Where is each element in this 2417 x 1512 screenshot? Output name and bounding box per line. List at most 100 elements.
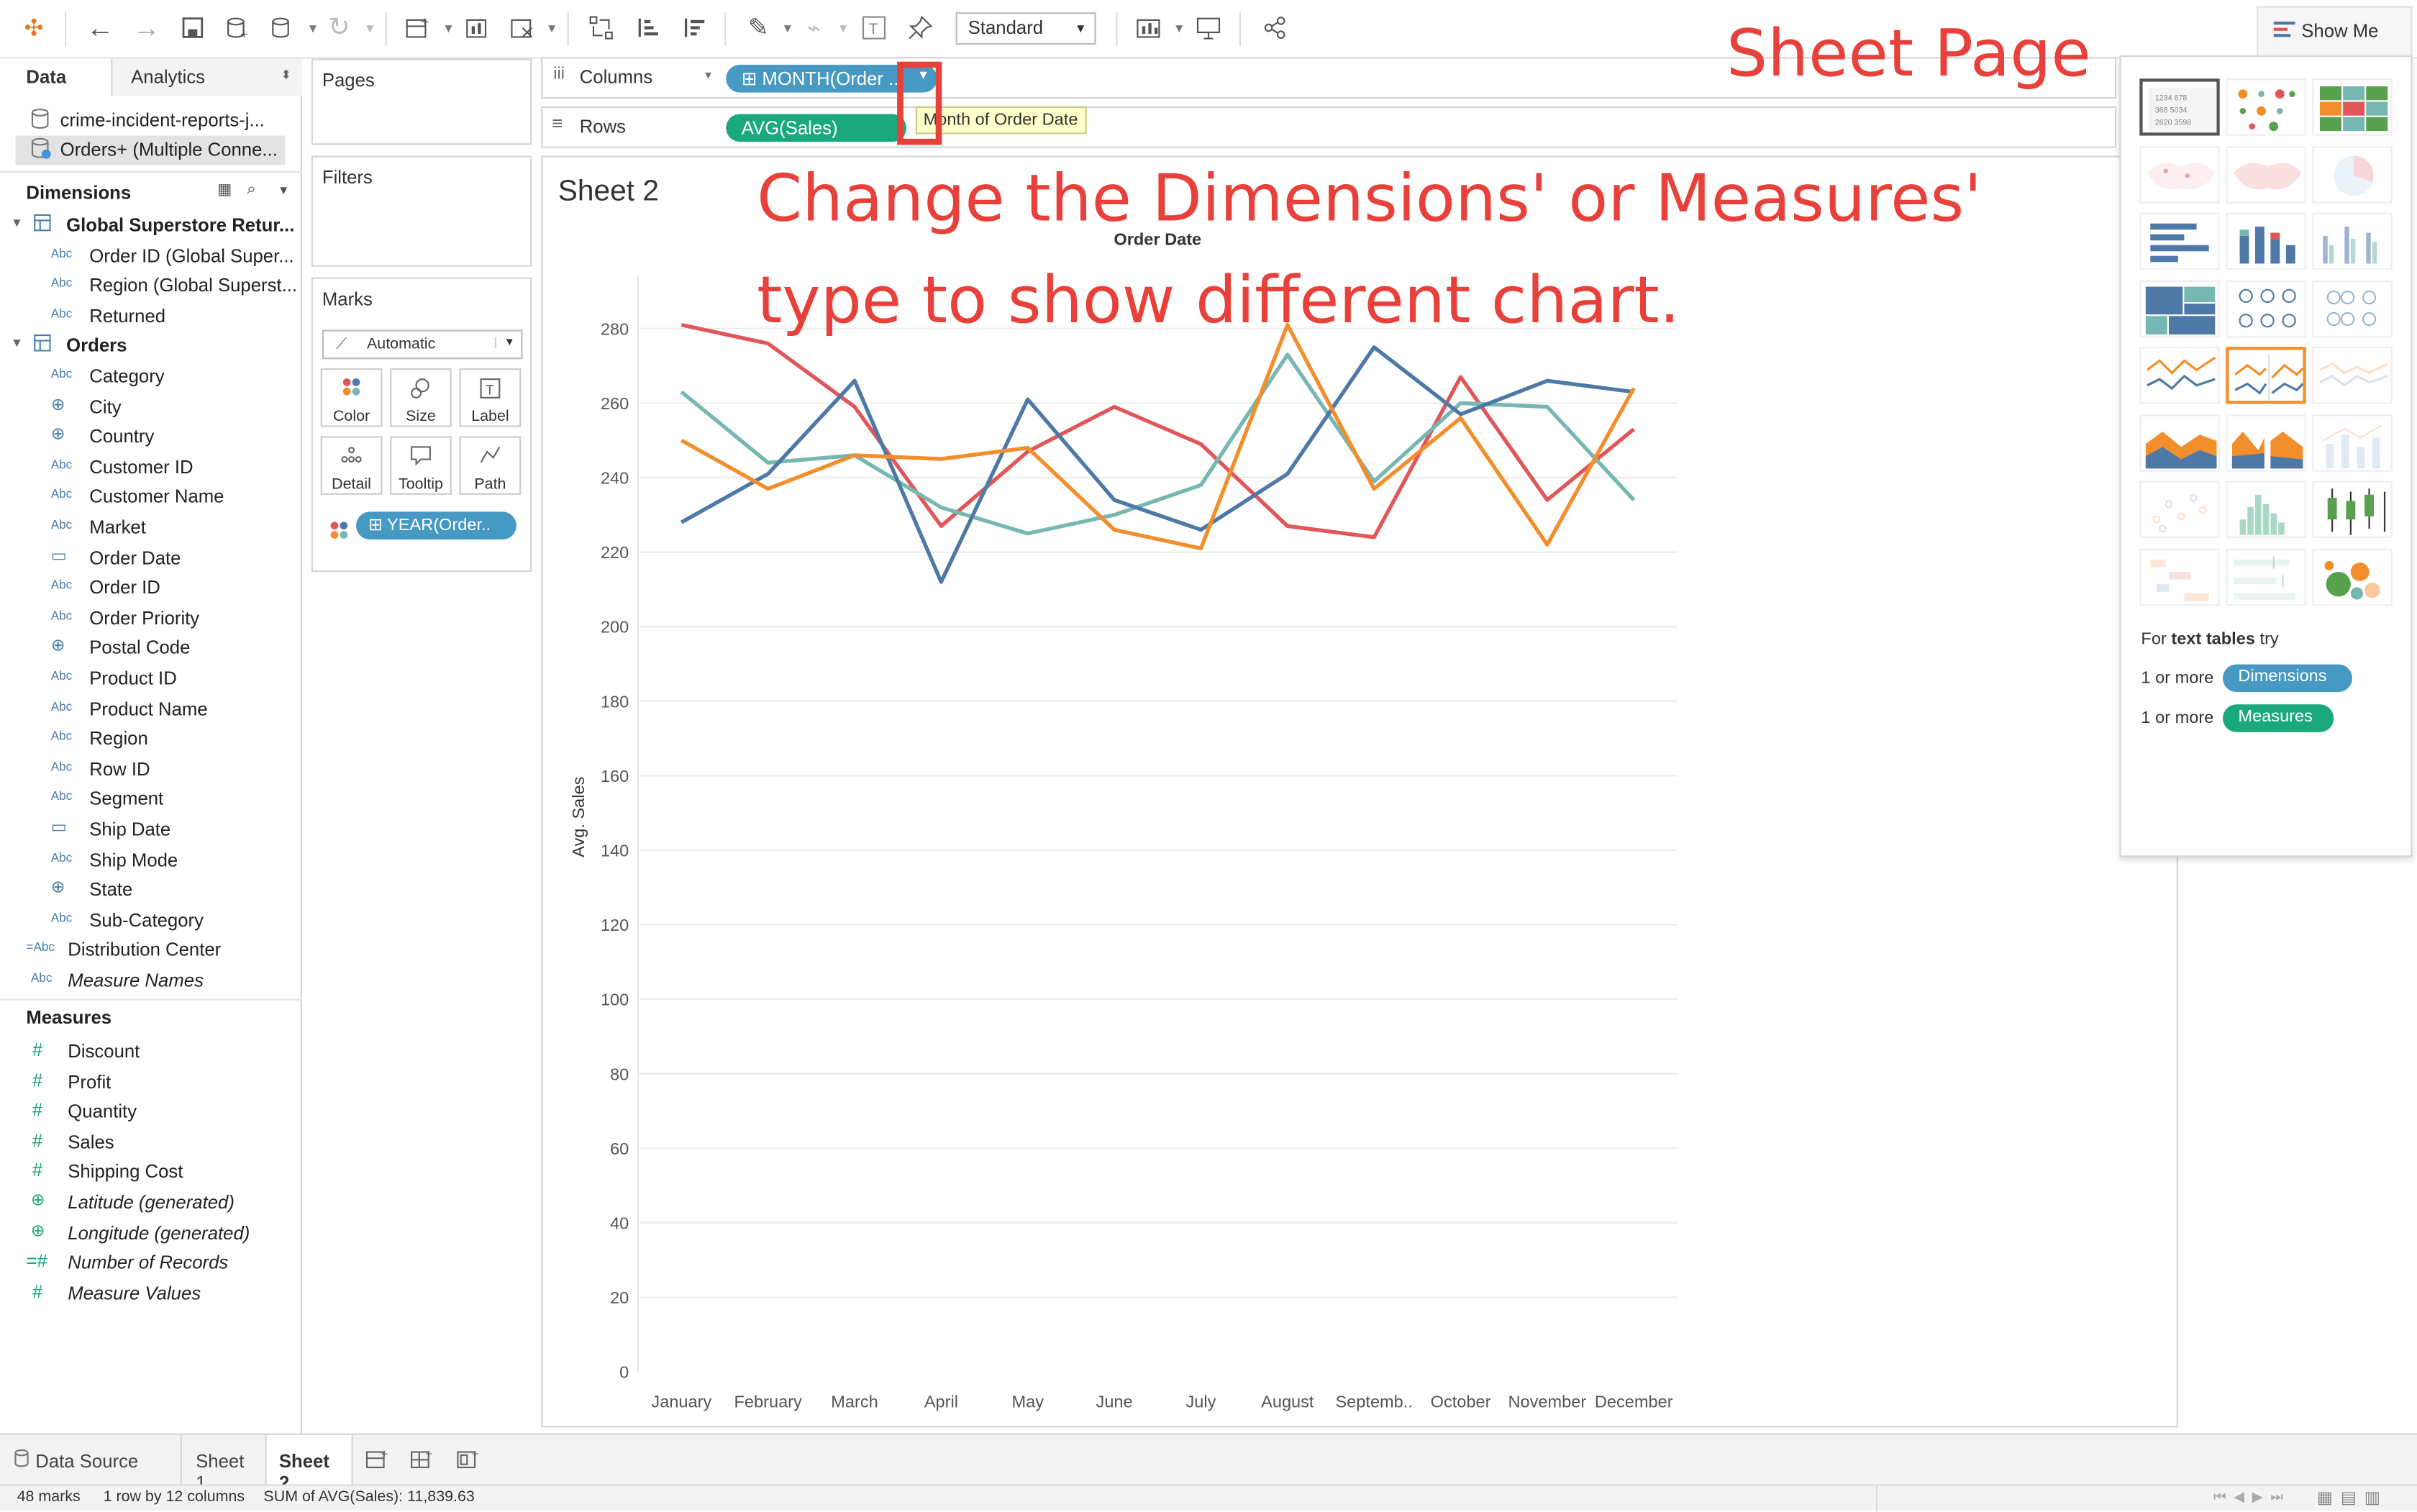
measure-field[interactable]: # Quantity — [0, 1098, 302, 1127]
clear-sheet-caret-icon[interactable]: ▼ — [545, 22, 558, 36]
chart-type-highlight-table[interactable] — [2312, 78, 2393, 136]
view-size-select[interactable]: Standard ▼ — [955, 12, 1096, 45]
x-tick-label[interactable]: January — [651, 1392, 711, 1411]
size-button[interactable]: Size — [390, 368, 452, 427]
pages-card[interactable]: Pages — [311, 58, 532, 145]
tableau-logo-icon[interactable]: ✣ — [24, 15, 44, 42]
measure-field[interactable]: # Discount — [0, 1037, 302, 1067]
dimension-field[interactable]: ▭ Ship Date — [0, 816, 302, 845]
share-icon[interactable] — [1260, 12, 1291, 43]
dimension-field[interactable]: ▭ Order Date — [0, 544, 302, 573]
chart-type-dual-lines[interactable] — [2312, 347, 2393, 404]
dimension-field[interactable]: Abc Product ID — [0, 665, 302, 694]
new-worksheet-icon[interactable]: + — [402, 12, 433, 43]
tab-sheet-1[interactable]: Sheet 1 — [182, 1434, 267, 1493]
dimension-field[interactable]: Abc Region — [0, 725, 302, 755]
dimension-field[interactable]: Abc Row ID — [0, 755, 302, 785]
group-members-icon[interactable]: ⌁ — [806, 15, 821, 42]
presentation-mode-icon[interactable] — [1193, 12, 1224, 43]
tab-data[interactable]: Data — [0, 58, 113, 96]
chart-type-bullet-graph[interactable] — [2226, 547, 2306, 606]
highlight-icon[interactable]: ✎ — [747, 15, 769, 42]
x-tick-label[interactable]: April — [924, 1392, 958, 1411]
chart-type-packed-bubbles[interactable] — [2312, 547, 2393, 606]
dimension-field[interactable]: Abc Measure Names — [0, 967, 302, 996]
refresh-caret-icon[interactable]: ▼ — [363, 22, 376, 36]
new-story-icon[interactable]: + — [456, 1447, 481, 1478]
measure-field[interactable]: # Profit — [0, 1067, 302, 1097]
x-tick-label[interactable]: November — [1508, 1392, 1587, 1411]
chart-type-area-continuous[interactable] — [2139, 414, 2220, 471]
show-cards-icon[interactable] — [1134, 12, 1165, 43]
chart-type-side-by-side-bars[interactable] — [2312, 212, 2393, 270]
chevron-down-icon[interactable]: ▼ — [277, 183, 290, 198]
tooltip-button[interactable]: Tooltip — [390, 436, 452, 495]
duplicate-sheet-icon[interactable] — [463, 12, 493, 43]
chart-type-side-by-side-circles[interactable] — [2312, 279, 2393, 337]
measure-field[interactable]: # Measure Values — [0, 1279, 302, 1308]
chart-type-area-discrete[interactable] — [2226, 414, 2306, 471]
dimension-field[interactable]: Abc Segment — [0, 785, 302, 815]
mark-type-select[interactable]: ⟋ Automatic ▼ — [322, 329, 523, 360]
dimension-field[interactable]: Abc Region (Global Superst... — [0, 272, 302, 301]
dimension-field[interactable]: ⊕ City — [0, 393, 302, 422]
new-dashboard-icon[interactable]: + — [410, 1447, 434, 1478]
chart-type-filled-map[interactable] — [2226, 145, 2306, 203]
pause-updates-icon[interactable] — [267, 12, 298, 43]
sort-descending-icon[interactable] — [678, 12, 709, 43]
chart-type-histogram[interactable] — [2226, 481, 2306, 538]
show-cards-caret-icon[interactable]: ▼ — [1173, 22, 1185, 36]
chart-type-horizontal-bars[interactable] — [2139, 212, 2220, 270]
swap-rows-columns-icon[interactable] — [586, 12, 616, 43]
chart-type-text-table[interactable]: 1234 678 368 5034 2620 3598 — [2139, 78, 2220, 136]
dimension-field[interactable]: Abc Ship Mode — [0, 846, 302, 875]
measure-field[interactable]: # Sales — [0, 1128, 302, 1157]
chart-type-stacked-bars[interactable] — [2226, 212, 2306, 270]
dimension-group[interactable]: ▼ Orders — [0, 332, 302, 362]
pin-icon[interactable] — [905, 12, 936, 43]
chart-type-box-and-whisker[interactable] — [2312, 481, 2393, 538]
x-tick-label[interactable]: March — [831, 1392, 878, 1411]
line-chart[interactable]: 020406080100120140160180200220240260280 … — [541, 155, 2178, 1427]
show-me-tab[interactable]: Show Me — [2257, 6, 2413, 56]
dimension-field[interactable]: Abc Order ID (Global Super... — [0, 242, 302, 271]
group-caret-icon[interactable]: ▼ — [837, 22, 850, 36]
color-field-pill[interactable]: ⊞ YEAR(Order.. — [355, 511, 516, 539]
series-line-0[interactable] — [681, 322, 1635, 539]
dimension-field[interactable]: Abc Category — [0, 363, 302, 392]
highlight-caret-icon[interactable]: ▼ — [781, 22, 794, 36]
pill-dropdown-icon[interactable]: ▼ — [917, 68, 930, 82]
measure-field[interactable]: ⊕ Longitude (generated) — [0, 1219, 302, 1248]
x-tick-label[interactable]: October — [1431, 1392, 1491, 1411]
new-worksheet-caret-icon[interactable]: ▼ — [442, 22, 455, 36]
dimension-field[interactable]: Abc Customer ID — [0, 453, 302, 483]
data-source-caret-icon[interactable]: ▼ — [306, 22, 319, 36]
x-tick-label[interactable]: Septemb.. — [1335, 1392, 1412, 1411]
refresh-icon[interactable]: ↻ — [328, 12, 350, 42]
dimension-field[interactable]: Abc Customer Name — [0, 483, 302, 513]
series-line-2[interactable] — [681, 345, 1634, 584]
sheet-view-mode-icons[interactable]: ▦▤▥ — [2316, 1489, 2388, 1508]
show-labels-icon[interactable]: T — [859, 12, 890, 43]
x-tick-label[interactable]: August — [1261, 1392, 1314, 1411]
chart-type-pie-chart[interactable] — [2312, 145, 2393, 203]
measure-field[interactable]: ⊕ Latitude (generated) — [0, 1188, 302, 1218]
measure-field[interactable]: # Shipping Cost — [0, 1158, 302, 1188]
dimension-field[interactable]: Abc Market — [0, 514, 302, 543]
new-worksheet-icon[interactable]: + — [365, 1447, 390, 1478]
x-tick-label[interactable]: May — [1011, 1392, 1044, 1411]
data-source-item-active[interactable]: Orders+ (Multiple Conne... — [15, 135, 286, 165]
save-icon[interactable] — [177, 12, 208, 43]
rows-shelf[interactable]: ≡ Rows AVG(Sales) — [541, 106, 2117, 148]
sheet-navigation-icons[interactable]: ⏮◀▶⏭ — [2213, 1489, 2291, 1505]
dimension-group[interactable]: ▼ Global Superstore Retur... — [0, 211, 302, 241]
tab-sheet-2[interactable]: Sheet 2 — [266, 1434, 353, 1493]
chart-type-discrete-lines[interactable] — [2226, 347, 2306, 404]
filters-card[interactable]: Filters — [311, 155, 532, 267]
sheet-title[interactable]: Sheet 2 — [557, 176, 660, 209]
label-button[interactable]: T Label — [459, 368, 522, 427]
dimension-field[interactable]: Abc Sub-Category — [0, 906, 302, 936]
dimension-field[interactable]: Abc Order Priority — [0, 604, 302, 634]
tab-data-source[interactable]: Data Source — [0, 1434, 182, 1485]
measure-field[interactable]: =# Number of Records — [0, 1249, 302, 1278]
